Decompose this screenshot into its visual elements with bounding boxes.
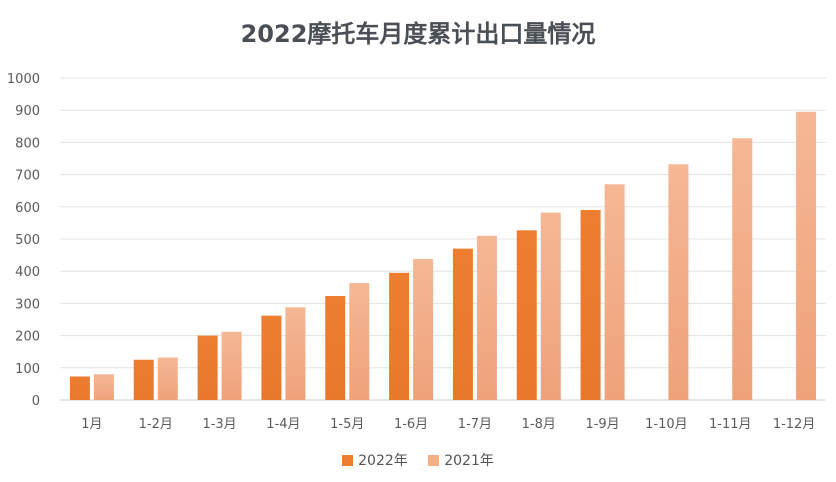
x-tick-label: 1-11月 [709, 417, 752, 432]
x-tick-label: 1-9月 [585, 417, 619, 432]
x-tick-label: 1-5月 [330, 417, 364, 432]
legend: 2022年 2021年 [0, 450, 836, 470]
bar-2021年-1-7月 [476, 235, 497, 400]
bar-2021年-1-5月 [349, 283, 370, 400]
x-tick-label: 1-12月 [773, 417, 816, 432]
x-tick-label: 1-3月 [202, 417, 236, 432]
legend-label-2021: 2021年 [444, 453, 494, 469]
bar-2021年-1-11月 [732, 138, 753, 401]
bar-2021年-1-9月 [604, 184, 625, 400]
bar-2022年-1-3月 [197, 335, 218, 400]
chart-title: 2022摩托车月度累计出口量情况 [240, 20, 596, 48]
x-tick-label: 1月 [81, 417, 102, 432]
x-tick-label: 1-4月 [266, 417, 300, 432]
y-tick-label: 0 [32, 394, 40, 409]
legend-item-2021: 2021年 [428, 450, 494, 470]
x-tick-label: 1-7月 [458, 417, 492, 432]
gridlines [60, 77, 826, 401]
legend-item-2022: 2022年 [342, 450, 408, 470]
legend-label-2022: 2022年 [358, 453, 408, 469]
bar-2022年-1-9月 [580, 210, 601, 400]
bars [69, 111, 817, 401]
bar-2021年-1-4月 [285, 307, 306, 400]
bar-2022年-1-6月 [389, 272, 410, 400]
x-tick-label: 1-6月 [394, 417, 428, 432]
y-tick-label: 300 [15, 297, 40, 312]
y-tick-label: 600 [15, 201, 40, 216]
bar-2021年-1-10月 [668, 164, 689, 400]
bar-2022年-1-4月 [261, 315, 282, 400]
bar-2021年-1-6月 [413, 258, 434, 400]
y-tick-label: 200 [15, 330, 40, 345]
y-tick-label: 800 [15, 136, 40, 151]
y-tick-label: 900 [15, 104, 40, 119]
x-axis-ticks: 1月 1-2月 1-3月 1-4月 1-5月 1-6月 1-7月 1-8月 1-9月 1-10月 1… [81, 417, 815, 432]
bar-2022年-1-5月 [325, 295, 346, 400]
y-tick-label: 100 [15, 362, 40, 377]
bar-2021年-1-12月 [796, 111, 817, 400]
bar-2021年-1-8月 [540, 212, 561, 400]
y-tick-label: 400 [15, 265, 40, 280]
bar-2022年-1-2月 [133, 359, 154, 400]
y-tick-label: 1000 [7, 72, 40, 87]
bar-2021年-1-3月 [221, 331, 242, 400]
y-tick-label: 700 [15, 169, 40, 184]
bar-2022年-1月 [69, 376, 90, 400]
x-tick-label: 1-8月 [522, 417, 556, 432]
bar-2022年-1-8月 [516, 230, 537, 400]
bar-2022年-1-7月 [452, 248, 473, 400]
bar-2021年-1月 [93, 374, 114, 400]
x-tick-label: 1-10月 [645, 417, 688, 432]
legend-swatch-2021 [428, 454, 440, 466]
y-tick-label: 500 [15, 233, 40, 248]
bar-2021年-1-2月 [157, 357, 178, 400]
y-axis-ticks: 0 100 200 300 400 500 600 700 800 900 1000 [7, 72, 40, 409]
x-tick-label: 1-2月 [139, 417, 173, 432]
legend-swatch-2022 [342, 454, 354, 466]
